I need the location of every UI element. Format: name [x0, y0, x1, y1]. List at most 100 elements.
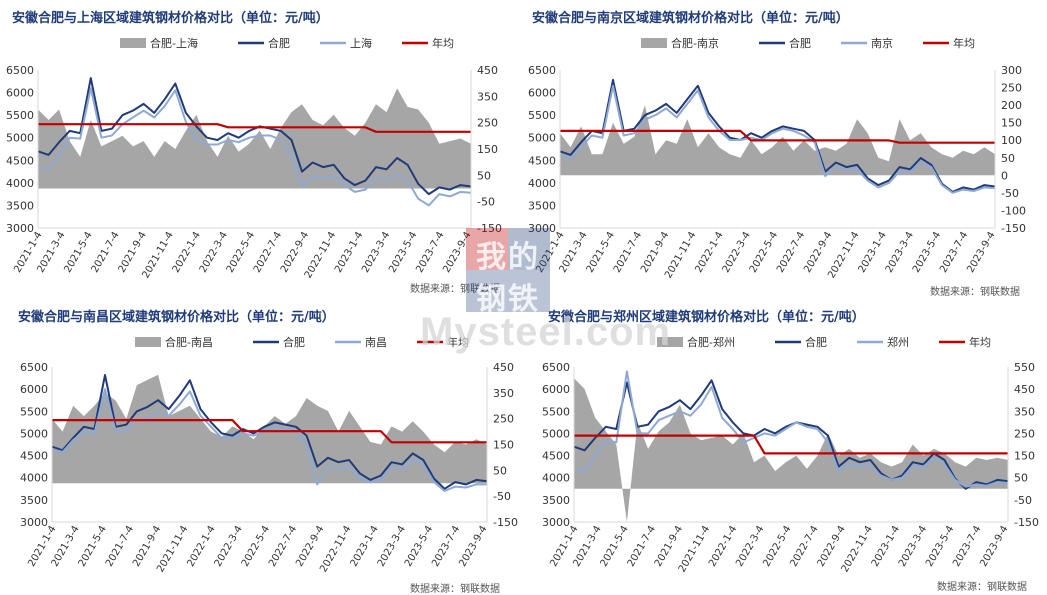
y-tick-right: 250 — [1014, 427, 1035, 440]
chart-panel-3: 3000 3500 4000 4500 5000 5500 6000 6500 -150 -50 5… — [542, 335, 1039, 574]
chart-title-nanchang: 安徽合肥与南昌区域建筑钢材价格对比（单位：元/吨） — [18, 310, 335, 325]
y-tick-left: 6000 — [528, 87, 556, 100]
y-tick-left: 3500 — [20, 494, 48, 507]
y-tick-right: 150 — [1014, 450, 1035, 463]
y-tick-right: 350 — [477, 90, 498, 103]
y-tick-left: 5000 — [542, 427, 570, 440]
y-tick-left: 3000 — [542, 516, 570, 529]
y-tick-right: 450 — [1014, 383, 1035, 396]
y-tick-left: 5500 — [6, 109, 34, 122]
legend-label: 合肥-上海 — [150, 36, 198, 50]
series-line-2 — [52, 419, 487, 444]
y-tick-left: 5500 — [542, 405, 570, 418]
y-tick-right: 450 — [493, 361, 514, 374]
legend-label: 合肥 — [268, 36, 290, 50]
y-tick-left: 5500 — [20, 405, 48, 418]
series-line-1 — [573, 370, 1009, 488]
series-line-0 — [37, 77, 472, 196]
y-tick-right: 350 — [493, 387, 514, 400]
y-tick-left: 3500 — [542, 494, 570, 507]
legend-label: 合肥-南昌 — [165, 335, 213, 349]
series-line-2 — [38, 123, 471, 133]
y-tick-right: 150 — [1001, 117, 1022, 130]
y-tick-left: 6500 — [20, 361, 48, 374]
series-line-1 — [37, 87, 472, 207]
legend-label: 合肥 — [283, 335, 305, 349]
legend-swatch-diff — [641, 38, 667, 48]
source-label-zhengzhou: 数据来源：钢联数据 — [937, 582, 1027, 593]
y-tick-left: 3000 — [20, 516, 48, 529]
x-tick: 2023-9-4 — [978, 524, 1010, 569]
y-tick-right: -150 — [1001, 222, 1026, 235]
legend-label: 合肥 — [805, 335, 827, 349]
y-tick-right: -50 — [1014, 494, 1032, 507]
y-tick-right: 350 — [1014, 405, 1035, 418]
chart-panel-2: 3000 3500 4000 4500 5000 5500 6000 6500 -150 -50 5… — [20, 335, 518, 574]
series-line-0 — [559, 78, 996, 193]
legend-label: 南昌 — [365, 336, 387, 349]
y-tick-left: 5000 — [528, 132, 556, 145]
series-line-2 — [574, 434, 1008, 455]
x-tick: 2023-9-4 — [965, 230, 997, 275]
chart-title-zhengzhou: 安徽合肥与郑州区域建筑钢材价格对比（单位：元/吨） — [548, 310, 865, 325]
series-area-diff — [574, 378, 1008, 522]
y-tick-right: 250 — [1001, 82, 1022, 95]
y-tick-right: 550 — [1014, 361, 1035, 374]
y-tick-left: 4000 — [528, 177, 556, 190]
y-tick-right: 150 — [477, 143, 498, 156]
legend-label: 年均 — [432, 36, 454, 50]
legend-swatch-diff — [657, 337, 683, 347]
legend-label: 年均 — [953, 36, 975, 50]
y-tick-left: 6500 — [6, 64, 34, 77]
y-tick-right: -50 — [493, 490, 511, 503]
y-tick-left: 3500 — [528, 199, 556, 212]
y-tick-left: 5500 — [528, 109, 556, 122]
y-tick-left: 3500 — [6, 199, 34, 212]
legend-swatch-diff — [120, 38, 146, 48]
legend-label: 年均 — [447, 335, 469, 349]
chart-title-nanjing: 安徽合肥与南京区域建筑钢材价格对比（单位：元/吨） — [532, 11, 849, 26]
x-tick: 2023-9-4 — [457, 524, 489, 569]
chart-panel-1: 30003500400045005000550060006500-150-100… — [528, 36, 1026, 280]
y-tick-left: 3000 — [6, 222, 34, 235]
source-label-nanjing: 数据来源：钢联数据 — [930, 287, 1020, 298]
y-tick-right: 250 — [477, 117, 498, 130]
y-tick-right: 250 — [493, 413, 514, 426]
y-tick-right: 50 — [1014, 472, 1028, 485]
y-tick-left: 6000 — [20, 383, 48, 396]
y-tick-right: -50 — [1001, 187, 1019, 200]
y-tick-right: 0 — [1001, 169, 1008, 182]
y-tick-left: 4500 — [542, 450, 570, 463]
y-tick-right: 150 — [493, 439, 514, 452]
legend-label: 合肥 — [789, 36, 811, 50]
legend-label: 合肥-郑州 — [687, 335, 735, 349]
y-tick-right: 450 — [477, 64, 498, 77]
series-line-1 — [559, 84, 996, 194]
y-tick-right: -150 — [477, 222, 502, 235]
y-tick-left: 4000 — [542, 472, 570, 485]
y-tick-right: 50 — [493, 464, 507, 477]
chart-panel-0: 3000 3500 4000 4500 5000 5500 6000 6500 -150 -50 5… — [6, 36, 502, 280]
legend-label: 年均 — [969, 335, 991, 349]
y-tick-left: 6000 — [542, 383, 570, 396]
x-tick: 2023-9-4 — [441, 230, 473, 275]
legend-swatch-diff — [135, 337, 161, 347]
series-line-0 — [51, 374, 488, 490]
chart-title-shanghai: 安徽合肥与上海区域建筑钢材价格对比（单位：元/吨） — [12, 11, 329, 26]
y-tick-left: 3000 — [528, 222, 556, 235]
legend-label: 合肥-南京 — [671, 36, 719, 50]
y-tick-right: -150 — [1014, 516, 1039, 529]
series-line-2 — [560, 129, 995, 144]
y-tick-right: 50 — [1001, 152, 1015, 165]
series-area-diff — [560, 105, 995, 176]
y-tick-left: 4500 — [528, 154, 556, 167]
y-tick-left: 6500 — [528, 64, 556, 77]
y-tick-left: 4000 — [6, 177, 34, 190]
legend-label: 郑州 — [887, 335, 909, 349]
y-tick-right: 300 — [1001, 64, 1022, 77]
source-label-shanghai: 数据来源：钢联数据 — [410, 284, 500, 295]
y-tick-left: 6000 — [6, 87, 34, 100]
series-line-1 — [51, 388, 487, 492]
series-area-diff — [38, 88, 471, 189]
